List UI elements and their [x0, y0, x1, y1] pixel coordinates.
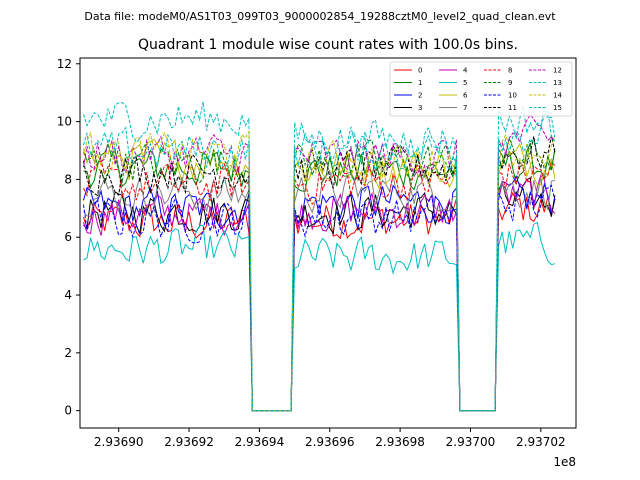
- legend-label-12: 12: [553, 67, 562, 75]
- legend-box: [389, 61, 573, 117]
- legend-label-8: 8: [508, 67, 512, 75]
- series-line-0: [83, 191, 556, 412]
- legend-label-2: 2: [418, 92, 422, 100]
- series-line-5: [83, 221, 556, 412]
- series-line-11: [83, 135, 556, 412]
- series-line-4: [83, 174, 556, 412]
- x-offset-label: 1e8: [553, 455, 576, 469]
- series-line-2: [83, 175, 556, 412]
- legend-label-13: 13: [553, 79, 562, 87]
- legend-label-14: 14: [553, 92, 562, 100]
- series-line-12: [83, 113, 556, 412]
- x-tick-label: 2.93692: [164, 435, 214, 449]
- y-tick-label: 10: [57, 115, 72, 129]
- legend-label-6: 6: [463, 92, 468, 100]
- chart-suptitle: Data file: modeM0/AS1T03_099T03_90000028…: [84, 10, 556, 23]
- x-tick-label: 2.93690: [94, 435, 144, 449]
- legend-label-10: 10: [508, 92, 517, 100]
- series-line-7: [83, 169, 556, 412]
- y-tick-label: 2: [64, 346, 72, 360]
- x-tick-label: 2.93698: [375, 435, 425, 449]
- series-layer: [83, 101, 556, 412]
- series-line-9: [83, 136, 556, 412]
- legend-label-0: 0: [418, 67, 422, 75]
- y-axis: 0 2 4 6 8 10 12: [57, 57, 80, 418]
- legend-label-9: 9: [508, 79, 512, 87]
- x-axis: 2.93690 2.93692 2.93694 2.93696 2.93698 2.937…: [94, 428, 566, 449]
- y-tick-label: 6: [64, 230, 72, 244]
- series-line-10: [83, 183, 556, 412]
- legend-label-7: 7: [463, 104, 467, 112]
- x-tick-label: 2.93696: [305, 435, 355, 449]
- x-tick-label: 2.93700: [446, 435, 496, 449]
- y-tick-label: 4: [64, 288, 72, 302]
- legend-label-11: 11: [508, 104, 517, 112]
- y-tick-label: 8: [64, 172, 72, 186]
- x-tick-label: 2.93694: [235, 435, 285, 449]
- legend-label-1: 1: [418, 79, 422, 87]
- chart-title: Quadrant 1 module wise count rates with …: [138, 37, 518, 53]
- legend-label-15: 15: [553, 104, 562, 112]
- y-tick-label: 12: [57, 57, 72, 71]
- series-line-6: [83, 138, 556, 412]
- legend-label-4: 4: [463, 67, 468, 75]
- series-line-13: [83, 101, 556, 412]
- legend-label-5: 5: [463, 79, 467, 87]
- y-tick-label: 0: [64, 404, 72, 418]
- plot-frame: [79, 57, 577, 429]
- x-tick-label: 2.93702: [516, 435, 566, 449]
- series-line-1: [83, 142, 556, 412]
- series-line-14: [83, 129, 556, 412]
- legend-label-3: 3: [418, 104, 422, 112]
